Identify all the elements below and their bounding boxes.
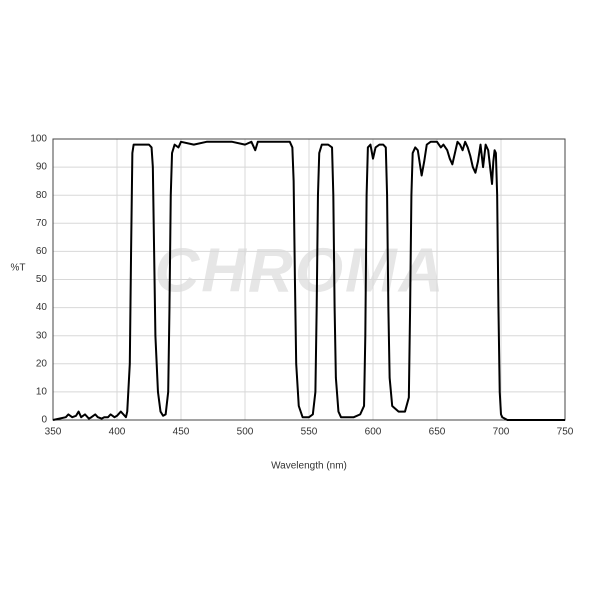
x-tick-label: 350	[45, 427, 62, 438]
y-tick-label: 40	[36, 302, 48, 313]
x-tick-label: 650	[429, 427, 446, 438]
x-tick-label: 700	[493, 427, 510, 438]
y-tick-label: 50	[36, 274, 48, 285]
x-tick-label: 400	[109, 427, 126, 438]
y-tick-label: 10	[36, 387, 48, 398]
x-tick-label: 500	[237, 427, 254, 438]
y-tick-label: 90	[36, 162, 48, 173]
y-tick-label: 20	[36, 358, 48, 369]
y-tick-label: 30	[36, 330, 48, 341]
y-tick-label: 0	[41, 415, 47, 426]
plot-frame	[52, 138, 566, 421]
y-tick-label: 100	[30, 134, 47, 145]
y-tick-label: 70	[36, 218, 48, 229]
y-tick-label: 80	[36, 190, 48, 201]
watermark: CHROMA	[155, 236, 446, 305]
x-tick-label: 750	[557, 427, 574, 438]
x-tick-label: 600	[365, 427, 382, 438]
x-tick-label: 450	[173, 427, 190, 438]
x-axis-label: Wavelength (nm)	[271, 461, 347, 472]
y-axis-label: %T	[11, 263, 26, 274]
x-tick-label: 550	[301, 427, 318, 438]
y-tick-label: 60	[36, 246, 48, 257]
spectrum-line	[52, 140, 565, 421]
